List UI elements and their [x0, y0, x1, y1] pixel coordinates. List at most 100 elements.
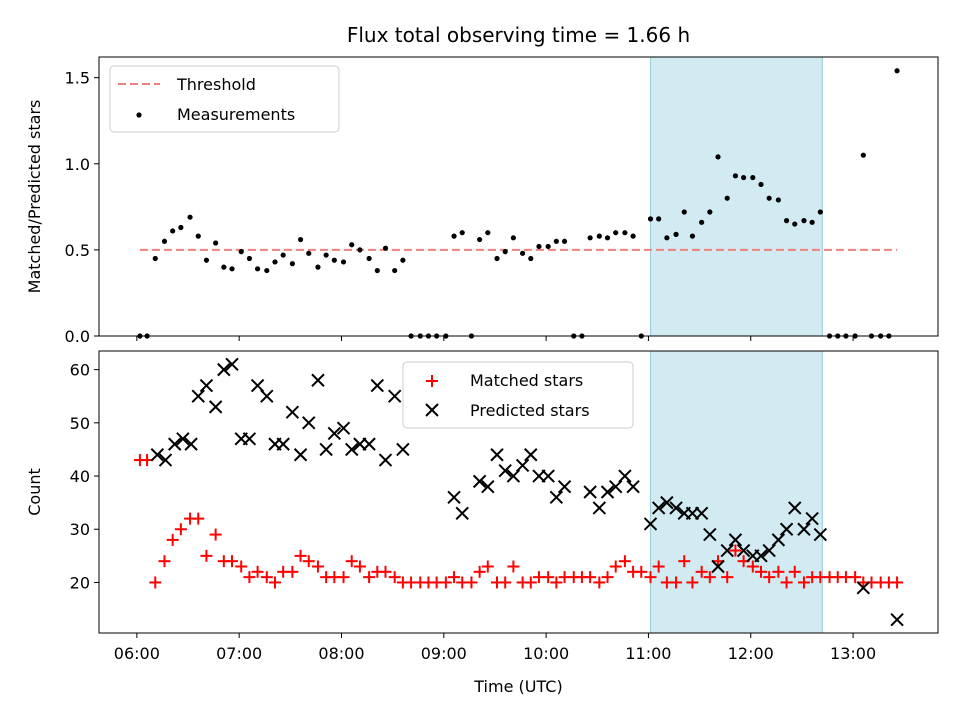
measurement-point: [536, 243, 542, 250]
matched-stars-point: [337, 571, 350, 584]
matched-stars-point: [609, 560, 622, 573]
legend-measurements-label: Measurements: [177, 105, 295, 124]
predicted-stars-point: [293, 448, 308, 462]
predicted-stars-point: [762, 543, 776, 558]
measurement-point: [272, 259, 278, 265]
measurement-point: [528, 255, 534, 262]
predicted-stars-point: [600, 485, 615, 499]
measurement-point: [519, 250, 526, 256]
predicted-stars-point: [541, 469, 555, 483]
measurement-point: [561, 238, 568, 244]
matched-stars-point: [473, 565, 486, 578]
matched-stars-point: [174, 523, 187, 536]
measurement-point: [195, 233, 201, 239]
predicted-stars-point: [336, 421, 351, 435]
predicted-stars-point: [660, 495, 674, 510]
measurement-point: [400, 257, 406, 263]
x-tick-label: 10:00: [523, 644, 569, 663]
ratio-x-axis-ticks: [136, 336, 854, 341]
matched-stars-point: [200, 549, 213, 562]
count-plot-marks: [133, 357, 904, 627]
predicted-stars-point: [694, 506, 709, 520]
predicted-stars-point: [720, 543, 734, 558]
measurement-point: [707, 209, 713, 215]
predicted-stars-point: [736, 543, 751, 558]
count-legend: Matched stars Predicted stars: [402, 361, 634, 429]
predicted-stars-point: [327, 426, 342, 441]
matched-stars-point: [353, 560, 366, 573]
matched-stars-point: [772, 565, 785, 578]
measurement-point: [494, 255, 500, 262]
matched-stars-point: [209, 528, 222, 541]
predicted-stars-point: [311, 373, 325, 387]
measurement-point: [221, 264, 227, 270]
measurement-point: [656, 216, 662, 222]
measurement-point: [681, 209, 687, 215]
count-x-axis-ticks: 06:00 07:00 08:00 09:00 10:00 11:00 12:00 13:00: [114, 633, 876, 663]
measurement-point: [699, 219, 705, 225]
predicted-stars-point: [583, 485, 597, 499]
measurement-point: [647, 216, 654, 222]
predicted-stars-point: [208, 400, 223, 414]
predicted-stars-point: [771, 533, 786, 547]
y-tick-label: 1.0: [65, 155, 90, 174]
matched-stars-point: [780, 576, 793, 589]
matched-stars-point: [465, 576, 478, 589]
measurement-point: [817, 209, 823, 215]
measurement-point: [178, 224, 184, 231]
measurement-point: [315, 264, 321, 270]
predicted-stars-point: [184, 437, 198, 451]
matched-stars-point: [618, 555, 631, 568]
y-tick-label: 30: [70, 520, 90, 539]
count-panel: 20 30 40 50 60 06:00 07:00 08:00 09:00 10:00 11:0…: [25, 350, 939, 696]
measurement-point: [894, 68, 900, 74]
measurement-point: [366, 255, 372, 262]
predicted-stars-point: [703, 527, 717, 542]
matched-stars-point: [149, 576, 162, 589]
predicted-stars-point: [176, 432, 190, 446]
measurement-point: [596, 233, 602, 239]
chart-title: Flux total observing time = 1.66 h: [347, 23, 690, 47]
predicted-stars-point: [370, 378, 385, 393]
measurement-point: [792, 221, 798, 227]
observing-window-highlight: [649, 56, 823, 337]
predicted-stars-point: [754, 549, 768, 563]
measurement-point: [246, 255, 253, 262]
count-y-axis-ticks: 20 30 40 50 60: [70, 361, 99, 592]
matched-stars-point: [286, 565, 299, 578]
measurement-point: [331, 257, 337, 263]
predicted-stars-point: [158, 453, 173, 467]
matched-stars-point: [788, 565, 801, 578]
matched-stars-point: [226, 555, 239, 568]
measurement-point: [724, 195, 730, 201]
measurement-point: [229, 266, 235, 272]
predicted-stars-point: [592, 501, 607, 515]
matched-stars-point: [670, 576, 683, 589]
measurement-point: [187, 214, 193, 220]
x-tick-label: 13:00: [830, 644, 876, 663]
matched-stars-point: [345, 555, 358, 568]
measurement-point: [392, 267, 398, 274]
measurement-point: [238, 249, 244, 255]
measurement-point: [297, 236, 304, 243]
ratio-legend-box: [109, 65, 340, 133]
matched-stars-point: [542, 571, 555, 584]
legend-matched-swatch: [426, 375, 438, 387]
matched-stars-point: [268, 576, 281, 589]
predicted-stars-point: [788, 501, 802, 515]
matched-stars-point: [849, 571, 862, 584]
legend-threshold-label: Threshold: [176, 75, 256, 94]
matched-stars-point: [754, 565, 767, 578]
matched-stars-point: [652, 560, 665, 573]
predicted-stars-point: [168, 437, 182, 451]
predicted-stars-point: [856, 581, 871, 595]
measurement-point: [510, 235, 516, 241]
matched-stars-point: [166, 533, 179, 546]
matched-stars-point: [644, 571, 657, 584]
matched-stars-point: [302, 555, 315, 568]
measurement-point: [715, 154, 721, 160]
y-tick-label: 1.5: [65, 69, 90, 88]
measurement-point: [689, 233, 696, 239]
measurement-point: [340, 259, 347, 265]
